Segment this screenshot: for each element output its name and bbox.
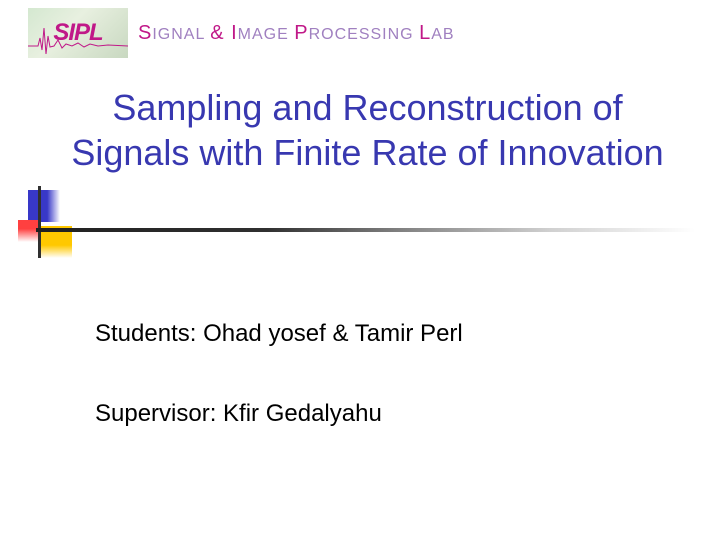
title-block: Sampling and Reconstruction of Signals w…	[55, 85, 680, 175]
supervisor-line: Supervisor: Kfir Gedalyahu	[95, 400, 382, 428]
slide-title: Sampling and Reconstruction of Signals w…	[55, 85, 680, 175]
sipl-acronym: SIPL	[53, 19, 102, 47]
lab-full-name: SIGNAL & IMAGE PROCESSING LAB	[138, 22, 455, 45]
title-divider	[36, 228, 695, 232]
sipl-logo-badge: SIPL	[28, 8, 128, 58]
students-line: Students: Ohad yosef & Tamir Perl	[95, 320, 463, 348]
accent-squares	[18, 190, 88, 260]
accent-square-blue	[28, 190, 60, 222]
accent-vertical-line	[38, 186, 41, 258]
header-logo-area: SIPL SIGNAL & IMAGE PROCESSING LAB	[28, 8, 455, 58]
